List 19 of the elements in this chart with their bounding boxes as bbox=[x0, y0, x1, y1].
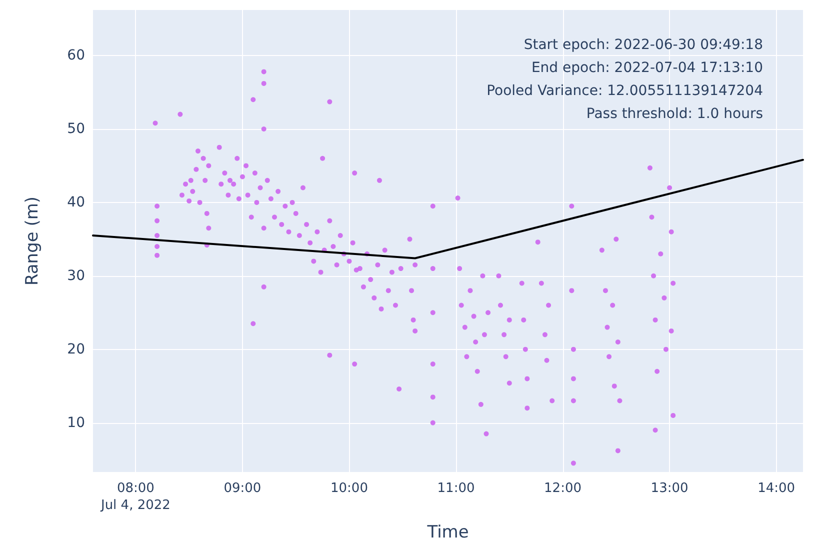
x-tick-label: 10:00 bbox=[330, 481, 368, 496]
y-tick-label: 20 bbox=[67, 341, 85, 358]
x-tick-label: 11:00 bbox=[437, 481, 475, 496]
y-tick-label: 10 bbox=[67, 414, 85, 431]
x-tick-label: 12:00 bbox=[544, 481, 582, 496]
y-axis-title: Range (m) bbox=[22, 196, 42, 286]
x-tick-label: 08:00 Jul 4, 2022 bbox=[100, 481, 170, 513]
annotation: Pass threshold: 1.0 hours bbox=[586, 106, 763, 122]
x-tick-label: 14:00 bbox=[758, 481, 796, 496]
y-tick-label: 30 bbox=[67, 268, 85, 284]
annotation: Start epoch: 2022-06-30 09:49:18 bbox=[524, 37, 763, 53]
annotation: Pooled Variance: 12.005511139147204 bbox=[486, 83, 764, 99]
y-tick-label: 40 bbox=[67, 194, 85, 210]
x-tick-label: 13:00 bbox=[650, 481, 688, 496]
y-tick-label: 50 bbox=[67, 120, 85, 137]
x-tick-label: 09:00 bbox=[224, 481, 262, 496]
x-axis-title: Time bbox=[426, 522, 469, 542]
y-tick-label: 60 bbox=[67, 48, 85, 64]
annotation: End epoch: 2022-07-04 17:13:10 bbox=[531, 60, 763, 76]
